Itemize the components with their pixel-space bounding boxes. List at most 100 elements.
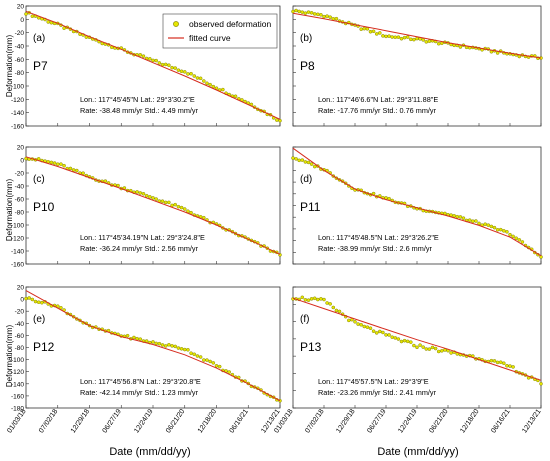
observed-point [163,344,168,348]
x-tick-label: 06/21/20 [428,408,449,434]
observed-point [303,11,308,15]
y-tick-label: -80 [15,345,25,352]
legend-observed-marker [173,21,179,27]
observed-point [275,118,279,122]
panel-label: (e) [33,314,45,325]
observed-point [303,298,308,302]
x-tick-label: 12/29/18 [335,408,356,434]
observed-point [520,240,525,244]
location-info: Lon.: 117°45'45"N Lat.: 29°3'30.2"E [80,95,195,104]
observed-point [68,166,73,171]
y-tick-label: -40 [15,184,25,191]
location-info: Lon.: 117°46'6.6"N Lat.: 29°3'11.88"E [318,95,438,104]
observed-point [449,351,453,355]
fitted-curve [292,12,542,59]
observed-point [125,333,130,338]
y-tick-label: -100 [11,84,24,91]
observed-point [458,215,463,219]
observed-point [325,301,329,305]
observed-point [418,343,422,347]
chart-panel: 20 0 -20 -40 -60 -80 -100 -120 -140 -160 (a) P7 Lon.… [11,4,282,131]
observed-point [387,333,391,337]
observed-point [371,329,376,333]
observed-point [205,81,209,86]
observed-point [378,31,382,35]
observed-point [436,349,441,354]
observed-point [409,340,413,344]
observed-point [160,343,165,347]
observed-point [421,345,425,349]
observed-point [138,337,143,341]
observed-point [176,204,181,209]
observed-point [300,10,305,14]
observed-point [198,76,203,81]
legend-observed-label: observed deformation [189,19,271,29]
observed-point [141,191,146,196]
observed-point [368,29,373,34]
observed-point [508,364,512,368]
x-tick-label: 12/18/20 [197,408,218,434]
observed-point [405,339,410,344]
observed-point [409,37,413,42]
fitted-curve [25,290,281,402]
observed-point [300,158,305,162]
y-tick-label: -20 [15,309,25,316]
observed-point [186,348,190,352]
observed-point [483,222,487,227]
observed-point [471,219,475,224]
observed-point [40,300,44,305]
observed-point [135,190,139,194]
observed-point [221,87,225,92]
observed-point [81,171,85,175]
observed-point [154,341,158,346]
observed-point [492,359,497,363]
observed-point [312,296,317,301]
observed-point [154,58,158,63]
observed-point [176,346,181,350]
observed-point [62,26,66,30]
observed-point [399,339,404,344]
observed-point [502,229,506,233]
observed-point [227,370,231,374]
plot-area [25,146,281,265]
observed-point [393,336,398,340]
observed-point [498,360,503,365]
observed-point [539,382,543,386]
observed-point [157,61,162,65]
y-tick-label: -20 [15,30,25,37]
observed-point [202,358,206,362]
x-axis-label-right: Date (mm/dd/yy) [377,446,458,458]
observed-point [189,71,193,76]
y-tick-label: -140 [11,249,24,256]
observed-point [157,341,162,346]
observed-point [374,331,379,335]
observed-point [495,51,500,55]
observed-point [192,74,197,78]
rate-info: Rate: -42.14 mm/yr Std.: 1.23 mm/yr [80,388,199,397]
observed-point [33,299,38,304]
observed-point [189,351,193,355]
observed-point [396,35,401,39]
observed-point [176,68,181,72]
y-axis-label-bottom: Deformation(mm) [5,325,14,388]
fitted-curve [25,10,281,120]
chart-panel: 01/03/18 07/02/18 12/29/18 06/27/19 12/24/19… [273,286,543,434]
observed-point [211,361,216,365]
observed-point [316,12,320,17]
observed-point [477,221,481,226]
x-tick-label: 12/29/18 [70,408,91,434]
observed-point [306,160,311,165]
observed-point [396,337,401,341]
observed-point [402,338,407,343]
observed-point [371,29,376,34]
legend-box [162,13,278,49]
observed-point [353,320,357,324]
x-tick-label: 12/24/19 [397,408,418,434]
observed-point [312,12,317,16]
observed-point [154,197,158,201]
observed-point [55,162,60,166]
fitted-curve [292,147,542,257]
y-tick-label: -120 [11,369,24,376]
observed-point [36,300,41,305]
